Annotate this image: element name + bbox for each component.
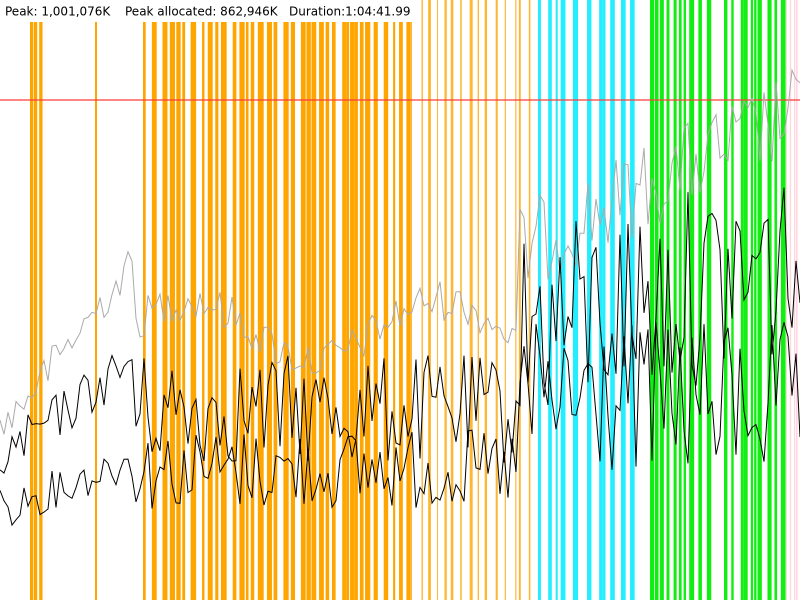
stripe — [290, 0, 295, 600]
duration-text: Duration:1:04:41.99 — [289, 5, 411, 19]
stripe — [560, 0, 566, 600]
stripe — [666, 0, 670, 600]
stripe — [354, 0, 358, 600]
stripe — [202, 0, 205, 600]
stripe — [528, 0, 531, 600]
stripe — [450, 0, 454, 600]
stripe — [630, 0, 635, 600]
stripe — [689, 0, 695, 600]
stripe — [518, 0, 521, 600]
stripe — [393, 0, 396, 600]
stripe — [786, 0, 788, 600]
stripe — [406, 0, 412, 600]
stripe — [548, 0, 552, 600]
stripe — [215, 0, 219, 600]
stripe — [706, 0, 712, 600]
stripe — [428, 0, 431, 600]
stripe — [190, 0, 197, 600]
stripe — [796, 0, 798, 600]
stripe — [780, 0, 786, 600]
stripe — [774, 0, 778, 600]
stripe — [444, 0, 447, 600]
stripe — [162, 0, 168, 600]
stripe — [169, 0, 175, 600]
allocated-line — [0, 187, 800, 474]
stripe — [620, 0, 626, 600]
stripe — [182, 0, 186, 600]
stripe — [610, 0, 615, 600]
stripe — [207, 0, 213, 600]
stripe — [743, 0, 748, 600]
stripe — [698, 0, 702, 600]
stripe — [757, 0, 762, 600]
live-line — [0, 321, 800, 527]
stripe — [250, 0, 255, 600]
stripe — [176, 0, 181, 600]
stripe — [359, 0, 364, 600]
stripe — [365, 0, 371, 600]
stripe — [245, 0, 249, 600]
stripe — [239, 0, 245, 600]
stripe — [495, 0, 498, 600]
stripe — [484, 0, 488, 600]
stripe — [740, 0, 744, 600]
stripe — [538, 0, 541, 600]
stripe — [460, 0, 462, 600]
peak-text: Peak: 1,001,076K — [5, 5, 111, 19]
stripe — [504, 0, 506, 600]
stripe — [257, 0, 264, 600]
stripe — [325, 0, 330, 600]
stripe — [602, 0, 606, 600]
stripe — [383, 0, 389, 600]
stripe — [399, 0, 403, 600]
stripe — [33, 0, 38, 600]
stripe — [95, 0, 97, 600]
stripe — [789, 0, 792, 600]
stripe — [232, 0, 237, 600]
stripe — [273, 0, 278, 600]
stripe — [342, 0, 346, 600]
stripe — [678, 0, 682, 600]
stripe — [767, 0, 772, 600]
stripe — [30, 0, 34, 600]
stripe — [469, 0, 473, 600]
stripe — [346, 0, 350, 600]
stripe — [572, 0, 579, 600]
peak-allocated-text: Peak allocated: 862,946K — [125, 5, 279, 19]
stripe — [319, 0, 324, 600]
stripe — [331, 0, 336, 600]
stripe — [306, 0, 311, 600]
stripe — [300, 0, 306, 600]
stripe — [266, 0, 272, 600]
header-background — [0, 0, 420, 22]
stripe — [151, 0, 157, 600]
memory-lines — [0, 68, 800, 527]
stripe — [587, 0, 592, 600]
stripe — [555, 0, 558, 600]
stripe — [373, 0, 378, 600]
stripe — [673, 0, 677, 600]
stripe — [350, 0, 355, 600]
stripe — [143, 0, 146, 600]
event-stripes — [30, 0, 798, 600]
stripe — [754, 0, 757, 600]
stripe — [220, 0, 227, 600]
stripe — [477, 0, 479, 600]
stripe — [599, 0, 603, 600]
stripe — [794, 0, 796, 600]
stripe — [750, 0, 754, 600]
stripe — [410, 0, 412, 600]
stripe — [283, 0, 289, 600]
stripe — [39, 0, 43, 600]
stripe — [650, 0, 655, 600]
stripe — [515, 0, 517, 600]
stripe — [311, 0, 317, 600]
stripe — [437, 0, 439, 600]
total-line — [0, 68, 800, 435]
